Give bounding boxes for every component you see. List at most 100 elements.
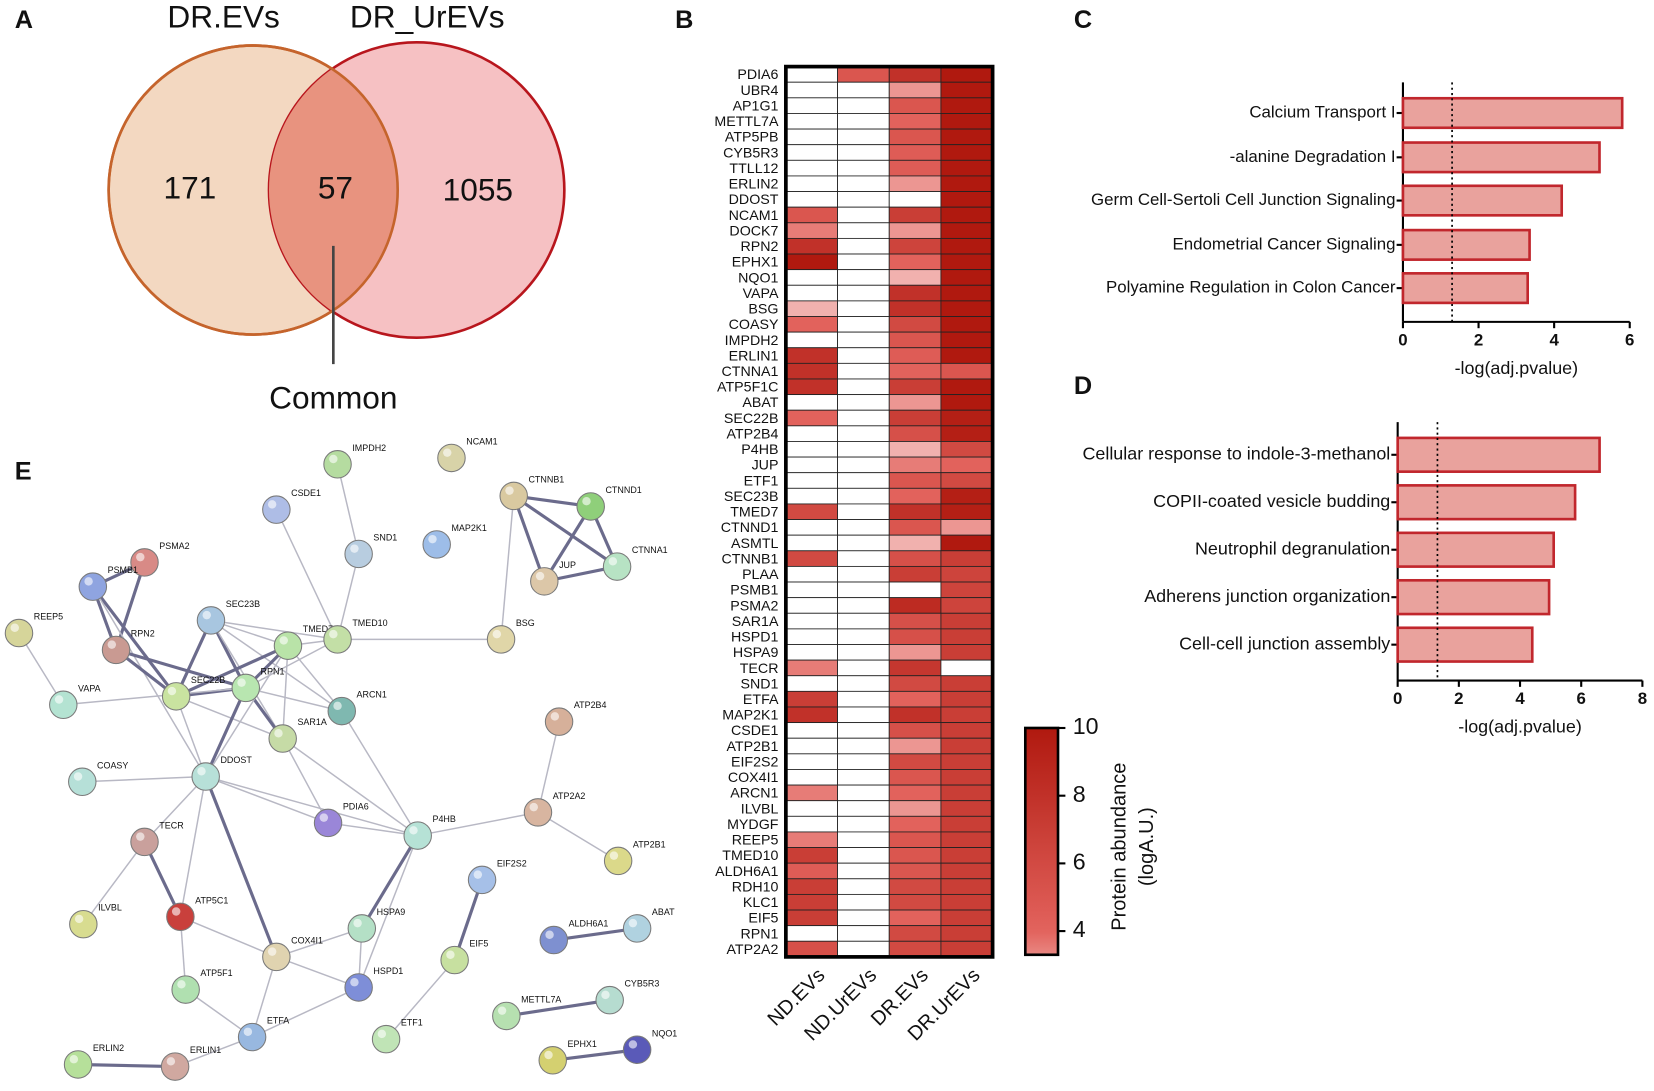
empty-cell <box>837 269 890 286</box>
row-label: SEC23B <box>724 489 779 505</box>
x-tick-label: 6 <box>1577 689 1586 708</box>
network-edge <box>205 645 289 777</box>
empty-cell <box>837 300 890 317</box>
network-node <box>602 552 632 581</box>
row-label: EIF5 <box>748 911 778 927</box>
node-shine <box>84 577 93 586</box>
heat-cell <box>888 550 942 567</box>
empty-cell <box>837 550 890 567</box>
heat-cell <box>888 144 942 161</box>
node-label: TECR <box>159 820 184 830</box>
category-label: Neutrophil degranulation <box>1195 538 1390 558</box>
empty-cell <box>785 612 838 630</box>
heat-cell <box>940 347 994 364</box>
node-label: ETFA <box>267 1016 289 1026</box>
network-node <box>622 914 652 943</box>
row-label: PSMA2 <box>730 598 778 614</box>
heat-cell <box>888 737 942 755</box>
node-shine <box>279 636 288 645</box>
node-shine <box>73 772 83 781</box>
empty-cell <box>837 878 890 895</box>
network-node <box>237 1022 267 1052</box>
empty-cell <box>837 519 890 536</box>
empty-cell <box>837 675 890 692</box>
row-label: ERLIN2 <box>729 177 779 193</box>
heat-cell <box>940 409 994 427</box>
row-label: ARCN1 <box>730 786 778 802</box>
heat-cell <box>940 565 994 583</box>
node-shine <box>409 826 418 835</box>
heat-cell <box>940 534 994 552</box>
heat-cell <box>888 690 942 708</box>
bar <box>1401 141 1601 174</box>
node-label: JUP <box>559 560 576 570</box>
empty-cell <box>785 815 838 833</box>
heat-cell <box>888 565 942 583</box>
node-label: HSPD1 <box>373 966 403 976</box>
node-shine <box>350 977 359 987</box>
node-label: RPN2 <box>131 628 155 638</box>
x-axis-label: -log(adj.pvalue) <box>1455 358 1579 378</box>
heat-cell <box>785 503 838 520</box>
panel-label: E <box>15 457 32 485</box>
node-label: COX4I1 <box>291 935 323 945</box>
bar <box>1401 184 1564 217</box>
heat-cell <box>888 347 942 364</box>
row-label: REEP5 <box>732 833 779 849</box>
empty-cell <box>837 378 890 396</box>
network-edge <box>282 737 419 837</box>
heat-cell <box>940 628 994 645</box>
venn-outline <box>107 44 399 336</box>
category-label: Adherens junction organization <box>1144 586 1390 606</box>
category-label: Cell-cell junction assembly <box>1179 633 1390 653</box>
empty-cell <box>837 441 890 458</box>
empty-cell <box>785 441 838 458</box>
row-label: MYDGF <box>727 817 779 833</box>
empty-cell <box>837 612 890 630</box>
network-edge <box>282 738 329 824</box>
heat-cell <box>888 597 942 614</box>
heat-cell <box>940 581 994 599</box>
node-label: ABAT <box>652 907 675 917</box>
row-label: CTNNA1 <box>722 364 779 380</box>
x-tick-label: 2 <box>1454 689 1463 708</box>
empty-cell <box>785 81 838 99</box>
heat-cell <box>888 113 942 130</box>
node-label: ERLIN1 <box>190 1045 221 1055</box>
heat-cell <box>888 378 942 396</box>
network-edge <box>500 495 515 640</box>
x-tick-label: 2 <box>1474 330 1483 349</box>
empty-cell <box>785 597 838 614</box>
bar <box>1396 626 1534 663</box>
heat-cell <box>888 847 942 864</box>
colorbar-title: Protein abundance <box>1109 763 1131 931</box>
category-label: Polyamine Regulation in Colon Cancer <box>1106 278 1396 297</box>
network-node <box>538 1046 567 1075</box>
colorbar-tick-label: 10 <box>1073 713 1099 739</box>
network-edge <box>179 776 207 917</box>
heat-cell <box>888 519 942 536</box>
empty-cell <box>837 706 890 724</box>
heat-cell <box>940 706 994 724</box>
node-label: ATP5C1 <box>195 895 228 905</box>
empty-cell <box>785 534 838 552</box>
network-edge <box>115 648 247 690</box>
network-edge <box>63 687 246 706</box>
bar <box>1396 436 1601 473</box>
row-label: SND1 <box>740 676 778 692</box>
bar <box>1401 228 1531 261</box>
network-node <box>78 572 108 601</box>
node-label: ATP2A2 <box>553 791 586 801</box>
empty-cell <box>837 362 890 380</box>
network-edge <box>91 585 178 698</box>
heat-cell <box>940 394 994 411</box>
network-node <box>101 635 131 665</box>
heat-cell <box>888 784 942 802</box>
heat-cell <box>888 425 942 442</box>
network-edge <box>180 916 277 958</box>
empty-cell <box>837 472 890 489</box>
network-edge <box>341 710 419 836</box>
network-edge <box>78 1062 176 1069</box>
row-label: ILVBL <box>741 801 779 817</box>
empty-cell <box>837 659 890 677</box>
